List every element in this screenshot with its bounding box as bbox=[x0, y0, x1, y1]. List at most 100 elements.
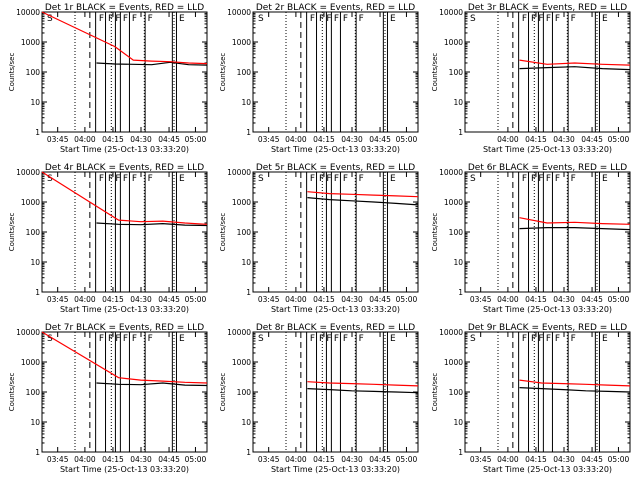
series-line-events bbox=[519, 387, 631, 393]
y-tick-label: 1000 bbox=[232, 198, 251, 207]
x-tick-label: 03:45 bbox=[258, 295, 280, 304]
y-tick-label: 100 bbox=[237, 68, 252, 77]
series-line-lld bbox=[307, 381, 419, 387]
flag-label: F bbox=[546, 174, 551, 184]
y-tick-label: 100 bbox=[449, 68, 464, 77]
y-tick-label: 10 bbox=[30, 418, 40, 427]
flag-label: F bbox=[148, 174, 153, 184]
x-tick-label: 04:15 bbox=[313, 295, 335, 304]
y-tick-label: 1000 bbox=[232, 38, 251, 47]
x-tick-label: 04:00 bbox=[497, 135, 519, 144]
x-tick-label: 04:00 bbox=[285, 135, 307, 144]
flag-label: E bbox=[602, 14, 608, 24]
x-axis-label: Start Time (25-Oct-13 03:33:20) bbox=[271, 465, 400, 474]
flag-label: E bbox=[179, 334, 185, 344]
x-tick-label: 04:45 bbox=[369, 135, 391, 144]
plot-frame bbox=[464, 171, 631, 293]
y-tick-label: 1000 bbox=[21, 358, 40, 367]
x-axis-label: Start Time (25-Oct-13 03:33:20) bbox=[483, 145, 612, 154]
x-tick-label: 04:30 bbox=[130, 135, 152, 144]
y-tick-label: 1000 bbox=[232, 358, 251, 367]
x-tick-label: 05:00 bbox=[608, 295, 630, 304]
y-axis-label: Counts/sec bbox=[219, 53, 227, 92]
y-tick-label: 100 bbox=[237, 228, 252, 237]
flag-label: F bbox=[326, 14, 331, 24]
y-tick-label: 1 bbox=[458, 288, 463, 297]
flag-label: F bbox=[334, 334, 339, 344]
x-axis-label: Start Time (25-Oct-13 03:33:20) bbox=[271, 305, 400, 314]
y-tick-label: 10000 bbox=[439, 8, 463, 17]
y-tick-label: 1 bbox=[35, 448, 40, 457]
series-line-events bbox=[96, 382, 208, 387]
x-tick-label: 03:45 bbox=[258, 135, 280, 144]
flag-label: F bbox=[555, 334, 560, 344]
flag-label: S bbox=[47, 14, 53, 24]
plot-frame bbox=[41, 11, 208, 133]
y-tick-label: 1000 bbox=[21, 198, 40, 207]
flag-label: E bbox=[179, 14, 185, 24]
y-tick-label: 100 bbox=[26, 68, 41, 77]
x-tick-label: 04:15 bbox=[525, 135, 547, 144]
x-tick-label: 04:15 bbox=[525, 455, 547, 464]
flag-label: F bbox=[148, 334, 153, 344]
series-line-events bbox=[307, 197, 419, 206]
x-tick-label: 04:30 bbox=[553, 455, 575, 464]
x-axis-label: Start Time (25-Oct-13 03:33:20) bbox=[483, 465, 612, 474]
series-line-lld bbox=[41, 171, 208, 225]
y-tick-label: 100 bbox=[449, 228, 464, 237]
flag-label: F bbox=[123, 14, 128, 24]
x-tick-label: 03:45 bbox=[47, 135, 69, 144]
y-axis-label: Counts/sec bbox=[431, 213, 439, 252]
flag-label: E bbox=[179, 174, 185, 184]
flag-label: F bbox=[571, 174, 576, 184]
series-line-lld bbox=[519, 217, 631, 225]
y-axis-label: Counts/sec bbox=[431, 53, 439, 92]
panel-title: Det 1r BLACK = Events, RED = LLD bbox=[45, 3, 204, 13]
flag-label: F bbox=[531, 334, 536, 344]
flag-label: F bbox=[115, 174, 120, 184]
flag-label: S bbox=[47, 334, 53, 344]
y-tick-label: 10 bbox=[30, 98, 40, 107]
panel-title: Det 2r BLACK = Events, RED = LLD bbox=[256, 3, 415, 13]
y-tick-label: 10 bbox=[241, 98, 251, 107]
y-tick-label: 1000 bbox=[21, 38, 40, 47]
flag-label: S bbox=[258, 174, 264, 184]
flag-label: F bbox=[115, 14, 120, 24]
chart-panel-9: Det 9r BLACK = Events, RED = LLD 1 10 100 10… bbox=[431, 323, 631, 474]
flag-label: F bbox=[132, 14, 137, 24]
y-tick-label: 10 bbox=[453, 98, 463, 107]
y-tick-label: 1 bbox=[246, 448, 251, 457]
x-tick-label: 04:15 bbox=[525, 295, 547, 304]
chart-panel-8: Det 8r BLACK = Events, RED = LLD 1 10 100 10… bbox=[219, 323, 419, 474]
x-tick-label: 04:30 bbox=[341, 295, 363, 304]
series-line-events bbox=[519, 66, 631, 71]
x-tick-label: 04:45 bbox=[581, 135, 603, 144]
x-tick-label: 03:45 bbox=[470, 455, 492, 464]
flag-label: S bbox=[470, 334, 476, 344]
x-tick-label: 04:45 bbox=[581, 455, 603, 464]
y-axis-label: Counts/sec bbox=[219, 213, 227, 252]
flag-label: F bbox=[343, 174, 348, 184]
x-tick-label: 05:00 bbox=[608, 135, 630, 144]
y-tick-label: 1 bbox=[458, 128, 463, 137]
y-tick-label: 100 bbox=[26, 228, 41, 237]
plot-frame bbox=[41, 331, 208, 453]
plot-frame bbox=[252, 171, 419, 293]
plot-frame bbox=[464, 331, 631, 453]
flag-label: F bbox=[343, 334, 348, 344]
x-tick-label: 05:00 bbox=[185, 295, 207, 304]
flag-label: F bbox=[555, 14, 560, 24]
x-tick-label: 04:30 bbox=[130, 455, 152, 464]
x-tick-label: 05:00 bbox=[185, 135, 207, 144]
y-axis-label: Counts/sec bbox=[8, 373, 16, 412]
y-tick-label: 100 bbox=[449, 388, 464, 397]
x-tick-label: 04:00 bbox=[74, 135, 96, 144]
flag-label: F bbox=[319, 174, 324, 184]
x-tick-label: 04:45 bbox=[369, 295, 391, 304]
flag-label: E bbox=[390, 334, 396, 344]
y-tick-label: 1 bbox=[35, 128, 40, 137]
x-tick-label: 04:45 bbox=[158, 455, 180, 464]
flag-label: F bbox=[108, 334, 113, 344]
series-line-lld bbox=[307, 191, 419, 198]
y-tick-label: 1000 bbox=[444, 358, 463, 367]
